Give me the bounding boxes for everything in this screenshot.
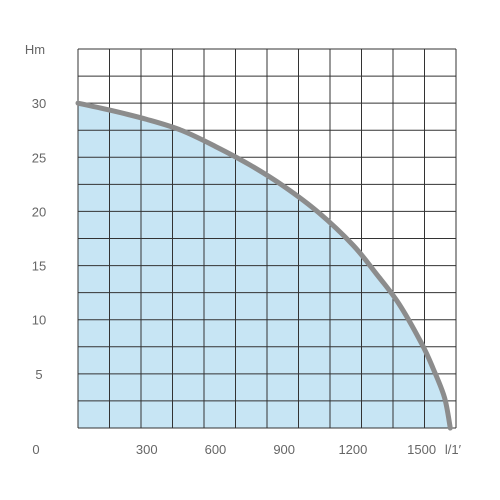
performance-curve [75, 100, 453, 431]
y-tick-label: 15 [32, 259, 46, 274]
x-tick-label: 900 [273, 442, 295, 457]
origin-label: 0 [32, 442, 39, 457]
x-tick-label: 600 [205, 442, 227, 457]
y-axis-label: Hm [25, 42, 45, 57]
x-axis-label: l/1′ [445, 442, 462, 457]
x-tick-label: 1500 [407, 442, 436, 457]
x-tick-label: 1200 [338, 442, 367, 457]
y-tick-label: 10 [32, 313, 46, 328]
y-tick-label: 25 [32, 150, 46, 165]
y-tick-label: 5 [35, 367, 42, 382]
y-tick-label: 30 [32, 96, 46, 111]
tick-labels: Hm 0 l/1′ 30 25 20 15 10 5 300 600 900 1200 1500 [25, 42, 462, 457]
x-tick-label: 300 [136, 442, 158, 457]
y-tick-label: 20 [32, 204, 46, 219]
grid [77, 48, 457, 429]
